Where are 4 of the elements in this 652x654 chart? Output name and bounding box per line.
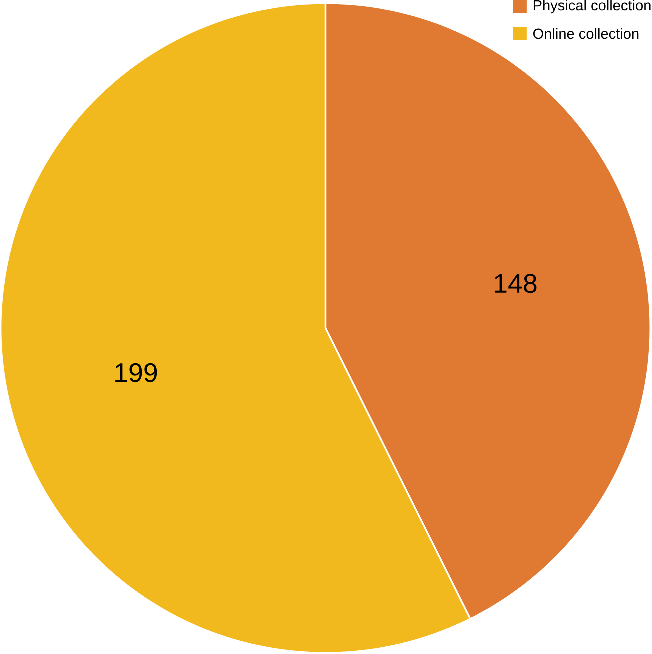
legend-label: Physical collection	[534, 0, 651, 14]
data-label: 199	[116, 363, 158, 382]
legend-label: Online collection	[534, 28, 639, 40]
data-label: 148	[495, 274, 537, 294]
